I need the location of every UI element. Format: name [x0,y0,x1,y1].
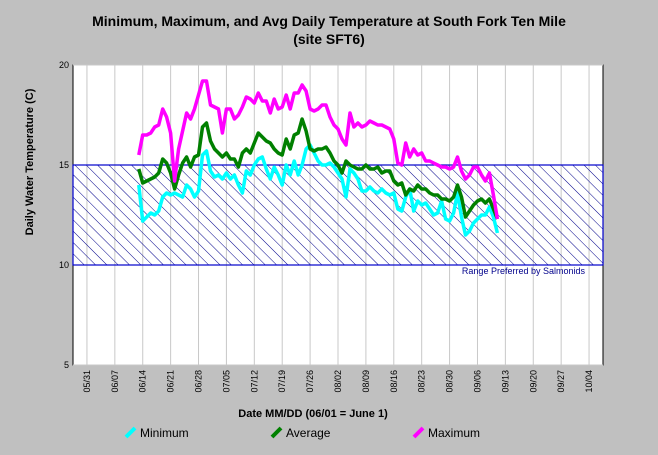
x-tick-label: 08/30 [445,370,455,393]
chart-title: Minimum, Maximum, and Avg Daily Temperat… [92,13,566,29]
x-tick-label: 10/04 [584,370,594,393]
axes: 05/31 06/07 06/14 06/21 06/28 07/05 07/12 07/19… [59,60,594,393]
y-axis-label: Daily Water Temperature (C) [24,88,36,235]
chart-subtitle: (site SFT6) [293,31,365,47]
y-tick-label: 5 [64,360,69,370]
x-tick-label: 08/02 [333,370,343,393]
x-tick-label: 06/28 [194,370,204,393]
x-tick-label: 07/26 [305,370,315,393]
x-tick-label: 06/07 [110,370,120,393]
legend: Minimum Average Maximum [124,426,480,440]
y-tick-label: 10 [59,260,69,270]
x-tick-label: 06/21 [166,370,176,393]
series-line-average [137,117,500,220]
x-tick-label: 07/19 [277,370,287,393]
legend-swatch-minimum [124,426,137,439]
x-tick-label: 08/23 [417,370,427,393]
x-tick-label: 06/14 [138,370,148,393]
x-tick-label: 07/05 [221,370,231,393]
legend-label-maximum: Maximum [428,426,480,440]
preferred-range-band: Range Preferred by Salmonids [72,164,604,276]
x-tick-label: 08/09 [361,370,371,393]
x-axis-label: Date MM/DD (06/01 = June 1) [238,408,388,420]
x-tick-label: 09/13 [500,370,510,393]
y-tick-label: 15 [59,160,69,170]
range-band-label: Range Preferred by Salmonids [462,266,586,276]
x-tick-label: 08/16 [389,370,399,393]
legend-label-average: Average [286,426,331,440]
legend-swatch-average [270,426,283,439]
series-line-minimum [137,143,500,237]
y-tick-label: 20 [59,60,69,70]
legend-swatch-maximum [412,426,425,439]
x-tick-label: 05/31 [82,370,92,393]
x-tick-label: 07/12 [249,370,259,393]
series-line-maximum [137,79,500,220]
x-tick-label: 09/20 [528,370,538,393]
x-tick-label: 09/06 [472,370,482,393]
series-lines [137,79,500,237]
legend-label-minimum: Minimum [140,426,189,440]
x-tick-label: 09/27 [556,370,566,393]
range-band [72,164,604,266]
